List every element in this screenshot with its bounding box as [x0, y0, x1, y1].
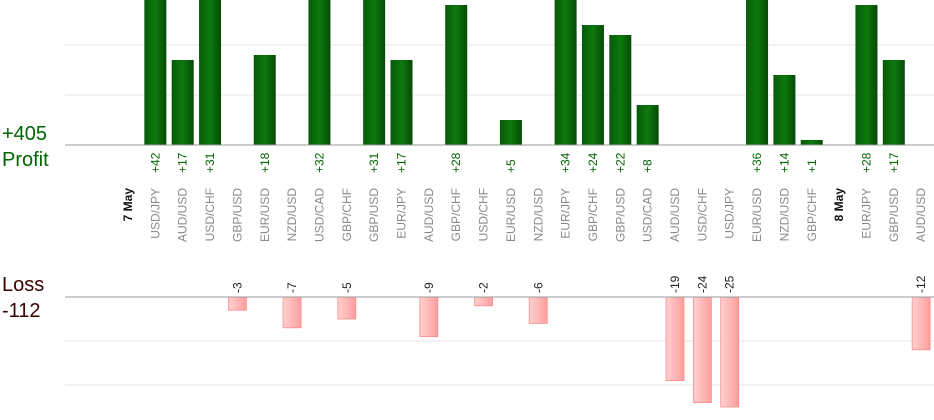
- loss-bar: [692, 296, 712, 403]
- profit-value-label: +14: [777, 152, 791, 173]
- category-label: AUD/USD: [176, 188, 190, 242]
- loss-label: Loss: [2, 274, 45, 296]
- profit-value-label: +8: [641, 159, 655, 173]
- category-label: GBP/CHF: [805, 188, 819, 241]
- profit-bar: [800, 140, 823, 145]
- category-label: AUD/USD: [422, 188, 436, 242]
- category-label: EUR/JPY: [395, 188, 409, 239]
- profit-value-label: +34: [559, 152, 573, 173]
- loss-bar: [474, 296, 493, 307]
- profit-bar: [390, 60, 413, 145]
- profit-value-label: +28: [449, 152, 463, 173]
- profit-value-label: +32: [312, 152, 326, 173]
- loss-bar: [419, 296, 439, 337]
- profit-bar: [308, 0, 331, 145]
- profit-bar: [581, 25, 604, 145]
- loss-value-label: -6: [531, 282, 545, 293]
- profit-value-label: +1: [805, 159, 819, 173]
- profit-bar: [171, 60, 194, 145]
- profit-value-label: +17: [887, 152, 901, 173]
- loss-value-label: -3: [230, 282, 244, 293]
- profit-value-label: +18: [258, 152, 272, 173]
- profit-bar: [746, 0, 769, 145]
- profit-bar: [199, 0, 222, 145]
- profit-bar: [445, 5, 468, 145]
- profit-value-label: +24: [586, 152, 600, 173]
- category-label: USD/CAD: [641, 188, 655, 242]
- category-label: GBP/USD: [367, 188, 381, 242]
- category-label: USD/CHF: [477, 188, 491, 241]
- category-label: AUD/USD: [668, 188, 682, 242]
- category-label: EUR/USD: [258, 188, 272, 242]
- loss-bar: [337, 296, 357, 320]
- profit-bar: [499, 120, 522, 145]
- loss-bar: [665, 296, 685, 381]
- category-label: USD/JPY: [148, 188, 162, 239]
- loss-value-label: -25: [723, 275, 737, 293]
- gridlines: [65, 44, 934, 386]
- loss-value-label: -7: [285, 282, 299, 293]
- category-label: NZD/USD: [777, 188, 791, 242]
- profit-value-label: +5: [504, 159, 518, 173]
- profit-value-label: +31: [367, 152, 381, 173]
- loss-value-label: -19: [668, 275, 682, 293]
- category-label: EUR/USD: [750, 188, 764, 242]
- profit-value-label: +28: [859, 152, 873, 173]
- loss-value-label: -24: [695, 275, 709, 293]
- profit-bar: [253, 55, 276, 145]
- profit-bar: [609, 35, 632, 145]
- category-label: GBP/CHF: [340, 188, 354, 241]
- loss-value-label: -12: [914, 275, 928, 293]
- date-marker-label: 8 May: [832, 188, 846, 222]
- loss-bar: [720, 296, 740, 408]
- category-label: GBP/USD: [230, 188, 244, 242]
- loss-total: -112: [2, 300, 41, 322]
- category-label: USD/CHF: [203, 188, 217, 241]
- profit-value-label: +42: [148, 152, 162, 173]
- loss-bar: [911, 296, 931, 351]
- profit-bar: [636, 105, 659, 145]
- profit-bar: [855, 5, 878, 145]
- category-label: USD/CAD: [312, 188, 326, 242]
- bars: [144, 0, 931, 408]
- loss-bar: [282, 296, 302, 329]
- profit-bar: [144, 0, 167, 145]
- category-label: GBP/USD: [613, 188, 627, 242]
- profit-bar: [773, 75, 796, 145]
- profit-value-label: +31: [203, 152, 217, 173]
- category-label: GBP/CHF: [586, 188, 600, 241]
- loss-value-label: -5: [340, 282, 354, 293]
- category-label: NZD/USD: [531, 188, 545, 242]
- category-label: EUR/USD: [504, 188, 518, 242]
- loss-value-label: -9: [422, 282, 436, 293]
- category-label: GBP/USD: [887, 188, 901, 242]
- profit-value-label: +36: [750, 152, 764, 173]
- labels: 7 May +42 USD/JPY +17 AUD/USD +31 USD/CHF -3 GBP…: [121, 152, 928, 293]
- category-label: AUD/USD: [914, 188, 928, 242]
- profit-total: +405: [2, 123, 48, 145]
- profit-bar: [882, 60, 905, 145]
- profit-value-label: +17: [395, 152, 409, 173]
- loss-value-label: -2: [477, 282, 491, 293]
- loss-bar: [528, 296, 548, 324]
- axes: [65, 144, 934, 298]
- category-label: EUR/JPY: [859, 188, 873, 239]
- profit-label: Profit: [2, 149, 49, 171]
- category-label: USD/JPY: [723, 188, 737, 239]
- profit-bar: [363, 0, 386, 145]
- profit-value-label: +17: [176, 152, 190, 173]
- date-marker-label: 7 May: [121, 188, 135, 222]
- profit-value-label: +22: [613, 152, 627, 173]
- profit-bar: [554, 0, 577, 145]
- category-label: USD/CHF: [695, 188, 709, 241]
- category-label: EUR/JPY: [559, 188, 573, 239]
- category-label: NZD/USD: [285, 188, 299, 242]
- loss-bar: [227, 296, 247, 311]
- category-label: GBP/CHF: [449, 188, 463, 241]
